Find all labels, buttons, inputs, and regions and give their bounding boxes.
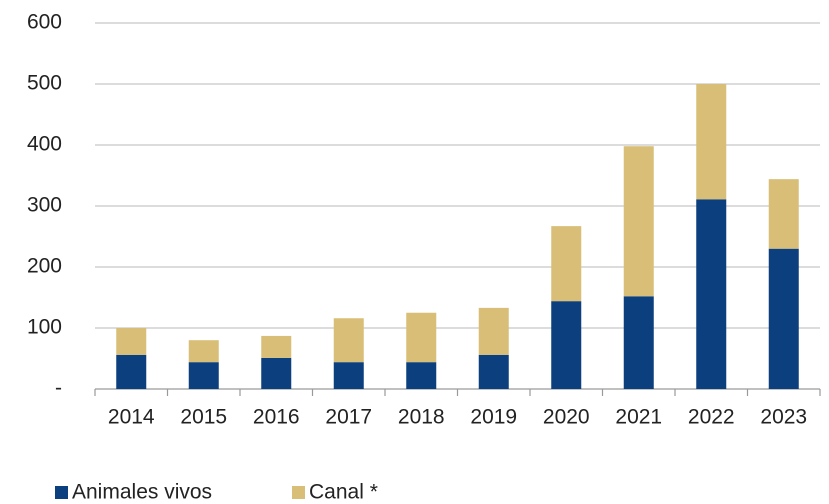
- bar-segment: [478, 354, 509, 389]
- bar-segment: [188, 340, 219, 363]
- x-tick-label: 2014: [108, 406, 155, 429]
- bar-segment: [696, 84, 727, 200]
- bar-segment: [406, 362, 437, 389]
- bar-segment: [406, 312, 437, 363]
- x-tick-label: 2019: [470, 406, 517, 429]
- x-tick-label: 2022: [688, 406, 735, 429]
- bar-segment: [551, 301, 582, 389]
- bar-segment: [261, 357, 292, 389]
- bar-segment: [261, 335, 292, 358]
- bar-segment: [696, 199, 727, 389]
- y-tick-label: 500: [27, 72, 62, 95]
- y-tick-label: -: [55, 377, 62, 400]
- x-tick-label: 2021: [615, 406, 662, 429]
- x-tick-label: 2015: [180, 406, 227, 429]
- y-tick-label: 200: [27, 255, 62, 278]
- bar-segment: [116, 328, 147, 355]
- bar-segment: [333, 318, 364, 363]
- x-tick-label: 2016: [253, 406, 300, 429]
- legend-label: Animales vivos: [72, 481, 212, 504]
- x-tick-label: 2018: [398, 406, 445, 429]
- y-tick-label: 400: [27, 133, 62, 156]
- bar-segment: [623, 296, 654, 389]
- bar-segment: [333, 362, 364, 389]
- bar-segment: [623, 146, 654, 297]
- bar-segment: [116, 354, 147, 389]
- legend-swatch: [55, 486, 68, 499]
- y-tick-label: 100: [27, 316, 62, 339]
- bar-segment: [478, 307, 509, 355]
- y-tick-label: 600: [27, 11, 62, 34]
- y-tick-label: 300: [27, 194, 62, 217]
- bar-segment: [768, 248, 799, 389]
- x-tick-label: 2020: [543, 406, 590, 429]
- legend-swatch: [292, 486, 305, 499]
- legend-label: Canal *: [309, 481, 378, 504]
- bar-segment: [188, 362, 219, 389]
- x-tick-label: 2023: [760, 406, 807, 429]
- x-tick-label: 2017: [325, 406, 372, 429]
- bar-segment: [768, 179, 799, 249]
- bar-segment: [551, 226, 582, 302]
